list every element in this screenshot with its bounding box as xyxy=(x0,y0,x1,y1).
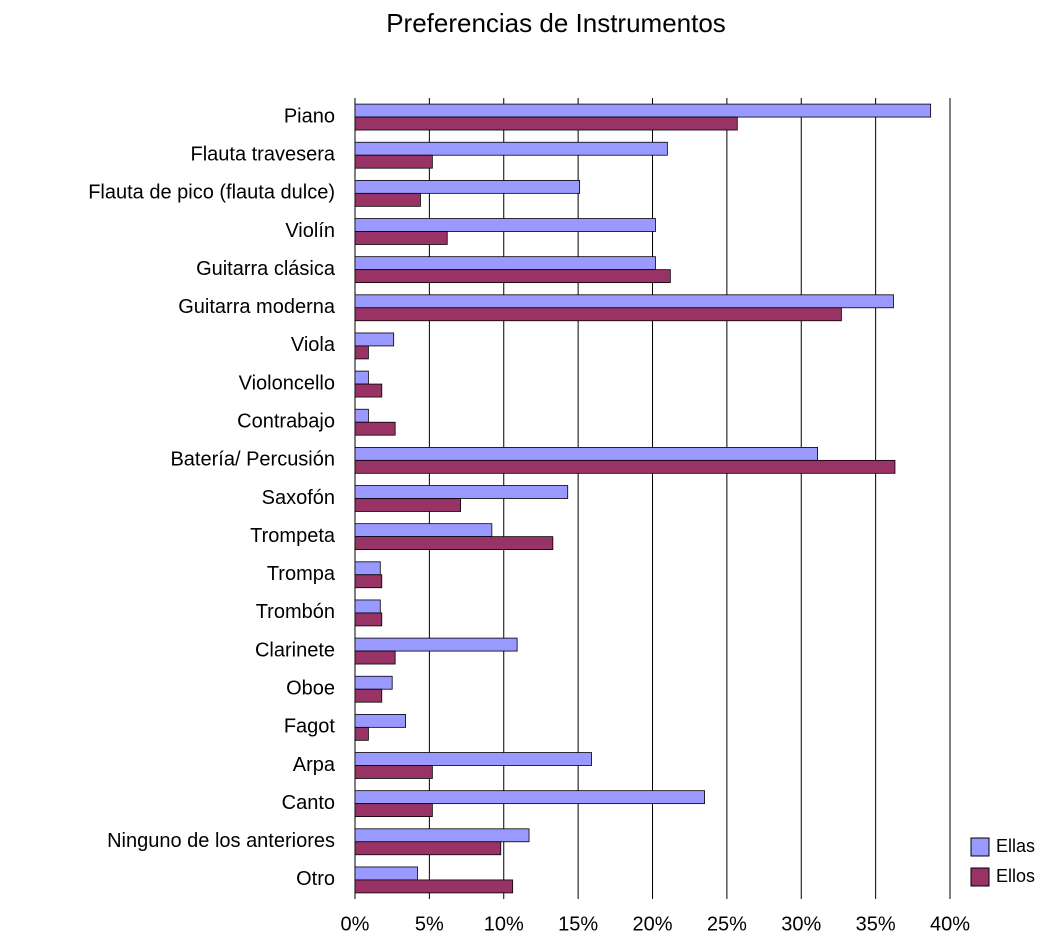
bar xyxy=(354,536,554,551)
y-tick-label: Saxofón xyxy=(262,487,335,509)
legend-swatch xyxy=(970,867,990,887)
x-tick-label: 30% xyxy=(781,913,821,935)
chart-title: Preferencias de Instrumentos xyxy=(386,8,726,38)
y-tick-label: Trompa xyxy=(267,563,336,585)
y-tick-label: Arpa xyxy=(293,754,336,776)
y-tick-label: Canto xyxy=(282,792,335,814)
bar xyxy=(354,192,421,207)
bar xyxy=(354,332,395,347)
y-tick-label: Trombón xyxy=(256,601,335,623)
y-tick-label: Otro xyxy=(296,868,335,890)
bar xyxy=(354,752,592,766)
x-tick-label: 40% xyxy=(930,913,970,935)
y-tick-label: Contrabajo xyxy=(237,410,335,432)
bar xyxy=(354,828,530,843)
x-tick-label: 10% xyxy=(484,913,524,935)
bar xyxy=(354,713,406,728)
bar xyxy=(354,154,433,169)
bar xyxy=(354,459,896,474)
bar xyxy=(354,421,396,436)
legend-label: Ellas xyxy=(996,836,1035,856)
bar xyxy=(354,383,383,398)
bar xyxy=(354,879,514,894)
bar xyxy=(354,612,383,627)
bar xyxy=(354,599,381,614)
bar xyxy=(354,370,369,385)
bar xyxy=(354,141,668,156)
bar xyxy=(354,650,396,665)
y-tick-label: Piano xyxy=(284,105,335,127)
y-tick-label: Clarinete xyxy=(255,639,335,661)
bar xyxy=(354,103,932,118)
x-tick-label: 25% xyxy=(707,913,747,935)
bar xyxy=(354,866,418,881)
bar xyxy=(354,688,383,703)
legend-label: Ellos xyxy=(996,866,1035,886)
y-tick-label: Oboe xyxy=(286,677,335,699)
bar xyxy=(354,841,502,856)
bar xyxy=(354,637,518,652)
bar xyxy=(354,485,569,499)
bar xyxy=(354,345,369,360)
y-tick-label: Flauta de pico (flauta dulce) xyxy=(88,182,335,204)
bar xyxy=(354,307,842,322)
y-tick-label: Ninguno de los anteriores xyxy=(107,830,335,852)
y-tick-label: Violín xyxy=(285,220,335,242)
bar xyxy=(354,726,369,741)
y-tick-label: Trompeta xyxy=(250,525,336,547)
y-tick-label: Guitarra clásica xyxy=(196,258,336,280)
bar xyxy=(354,498,462,512)
bar xyxy=(354,675,393,690)
y-tick-label: Batería/ Percusión xyxy=(170,449,335,471)
bar xyxy=(354,179,581,194)
bar xyxy=(354,803,433,818)
x-tick-label: 15% xyxy=(558,913,598,935)
bar xyxy=(354,294,894,309)
bar xyxy=(354,765,433,779)
bar xyxy=(354,269,671,284)
x-tick-label: 0% xyxy=(341,913,370,935)
legend-swatch xyxy=(970,837,990,857)
y-tick-label: Flauta travesera xyxy=(190,143,335,165)
y-tick-label: Violoncello xyxy=(239,372,335,394)
bar xyxy=(354,574,383,589)
x-tick-label: 35% xyxy=(856,913,896,935)
bar xyxy=(354,790,705,805)
bar xyxy=(354,256,656,271)
bar xyxy=(354,561,381,576)
x-tick-label: 5% xyxy=(415,913,444,935)
bar xyxy=(354,116,738,131)
bar xyxy=(354,218,656,232)
y-tick-label: Fagot xyxy=(284,716,336,738)
y-tick-label: Guitarra moderna xyxy=(178,296,336,318)
bar xyxy=(354,446,819,461)
y-tick-label: Viola xyxy=(291,334,336,356)
bar xyxy=(354,408,369,423)
x-tick-label: 20% xyxy=(632,913,672,935)
bar xyxy=(354,231,448,245)
bar xyxy=(354,523,493,538)
